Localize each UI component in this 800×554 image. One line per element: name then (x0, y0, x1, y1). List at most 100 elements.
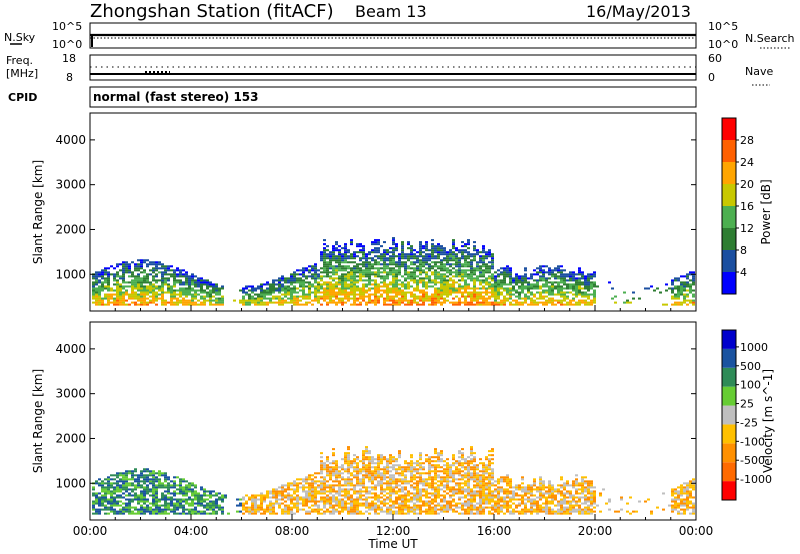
echo-cell (281, 494, 284, 497)
echo-cell (221, 496, 224, 499)
echo-cell (563, 299, 566, 302)
echo-cell (380, 478, 383, 481)
echo-cell (431, 271, 434, 274)
echo-cell (146, 265, 149, 268)
echo-cell (452, 287, 455, 290)
echo-cell (380, 492, 383, 495)
echo-cell (152, 269, 155, 272)
echo-cell (161, 301, 164, 304)
echo-cell (128, 478, 131, 481)
echo-cell (527, 303, 530, 306)
echo-cell (116, 303, 119, 306)
echo-cell (152, 291, 155, 294)
echo-cell (365, 476, 368, 479)
echo-cell (449, 504, 452, 507)
echo-cell (323, 464, 326, 467)
echo-cell (467, 498, 470, 501)
echo-cell (413, 293, 416, 296)
echo-cell (533, 287, 536, 290)
echo-cell (206, 285, 209, 288)
echo-cell (344, 490, 347, 493)
echo-cell (350, 510, 353, 513)
echo-cell (527, 291, 530, 294)
echo-cell (332, 269, 335, 272)
echo-cell (449, 255, 452, 258)
echo-cell (533, 285, 536, 288)
echo-cell (413, 281, 416, 284)
echo-cell (281, 488, 284, 491)
echo-cell (359, 494, 362, 497)
echo-cell (266, 303, 269, 306)
echo-cell (155, 508, 158, 511)
echo-cell (371, 263, 374, 266)
echo-cell (329, 299, 332, 302)
echo-cell (368, 261, 371, 264)
echo-cell (224, 496, 227, 499)
echo-cell (329, 478, 332, 481)
echo-cell (425, 249, 428, 252)
echo-cell (578, 299, 581, 302)
echo-cell (665, 283, 668, 286)
echo-cell (404, 468, 407, 471)
echo-cell (689, 283, 692, 286)
echo-cell (341, 504, 344, 507)
echo-cell (179, 484, 182, 487)
echo-cell (218, 504, 221, 507)
echo-cell (164, 265, 167, 268)
echo-cell (449, 277, 452, 280)
echo-cell (296, 281, 299, 284)
echo-cell (683, 285, 686, 288)
echo-cell (182, 480, 185, 483)
echo-cell (371, 267, 374, 270)
echo-cell (284, 510, 287, 513)
echo-cell (188, 277, 191, 280)
echo-cell (557, 269, 560, 272)
echo-cell (317, 299, 320, 302)
echo-cell (440, 277, 443, 280)
echo-cell (407, 267, 410, 270)
echo-cell (203, 279, 206, 282)
echo-cell (131, 293, 134, 296)
echo-cell (437, 496, 440, 499)
echo-cell (440, 506, 443, 509)
echo-cell (569, 271, 572, 274)
echo-cell (485, 251, 488, 254)
echo-cell (311, 496, 314, 499)
echo-cell (512, 303, 515, 306)
echo-cell (245, 508, 248, 511)
echo-cell (254, 510, 257, 513)
echo-cell (407, 500, 410, 503)
echo-cell (473, 506, 476, 509)
echo-cell (449, 273, 452, 276)
echo-cell (476, 295, 479, 298)
echo-cell (578, 273, 581, 276)
echo-cell (422, 263, 425, 266)
echo-cell (665, 303, 668, 306)
echo-cell (107, 299, 110, 302)
echo-cell (332, 498, 335, 501)
echo-cell (335, 277, 338, 280)
echo-cell (380, 271, 383, 274)
echo-cell (539, 265, 542, 268)
echo-cell (395, 263, 398, 266)
echo-cell (413, 253, 416, 256)
echo-cell (122, 263, 125, 266)
echo-cell (143, 279, 146, 282)
echo-cell (218, 496, 221, 499)
echo-cell (533, 299, 536, 302)
echo-cell (455, 506, 458, 509)
echo-cell (386, 482, 389, 485)
echo-cell (335, 470, 338, 473)
echo-cell (293, 297, 296, 300)
echo-cell (524, 301, 527, 304)
echo-cell (455, 303, 458, 306)
echo-cell (311, 275, 314, 278)
echo-cell (248, 512, 251, 515)
echo-cell (173, 297, 176, 300)
echo-cell (197, 494, 200, 497)
echo-cell (377, 263, 380, 266)
echo-cell (368, 476, 371, 479)
echo-cell (167, 289, 170, 292)
echo-cell (194, 275, 197, 278)
echo-cell (431, 273, 434, 276)
